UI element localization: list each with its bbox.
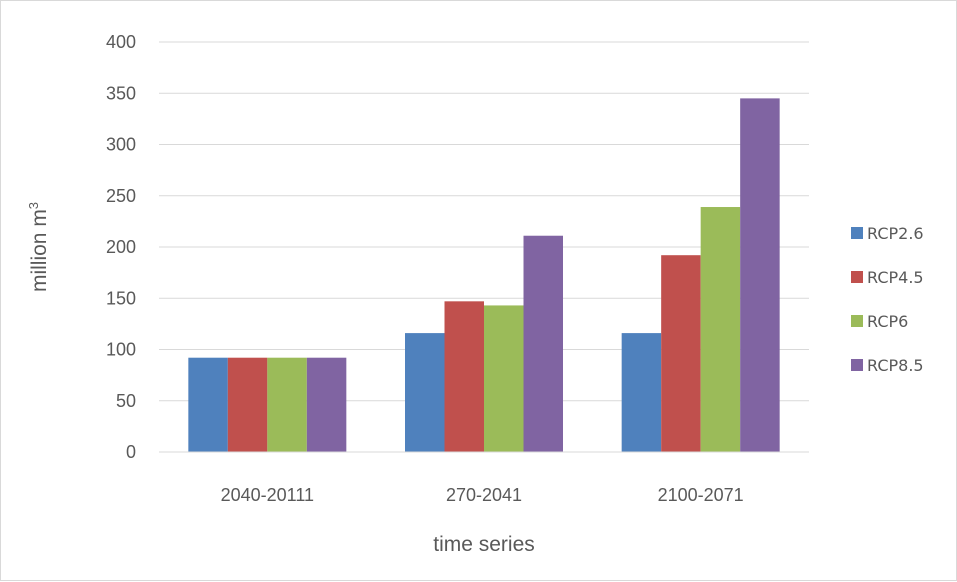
legend-label: RCP2.6 bbox=[867, 224, 924, 243]
y-tick-label: 350 bbox=[106, 83, 136, 103]
bar-rcp2-6-2 bbox=[621, 333, 662, 452]
y-tick-label: 100 bbox=[106, 340, 136, 360]
legend-item-rcp8-5: RCP8.5 bbox=[851, 356, 924, 375]
x-axis-title: time series bbox=[433, 533, 535, 556]
bar-rcp6-0 bbox=[267, 357, 307, 452]
x-tick-label: 2040-20111 bbox=[221, 485, 314, 505]
legend-swatch bbox=[851, 315, 863, 327]
bar-rcp2-6-0 bbox=[188, 357, 228, 452]
bar-rcp4-5-1 bbox=[444, 301, 484, 452]
bars bbox=[188, 98, 780, 452]
y-axis-title: million m3 bbox=[26, 202, 51, 292]
gridlines bbox=[159, 41, 809, 402]
y-tick-label: 50 bbox=[116, 391, 136, 411]
bar-rcp8-5-1 bbox=[523, 235, 563, 452]
y-axis-title-superscript: 3 bbox=[26, 202, 41, 209]
y-axis-title-text: million m bbox=[28, 209, 51, 292]
x-axis-tick-labels: 2040-20111 270-2041 2100-2071 bbox=[221, 485, 744, 505]
bar-rcp8-5-2 bbox=[740, 98, 780, 452]
y-tick-label: 400 bbox=[106, 32, 136, 52]
legend: RCP2.6 RCP4.5 RCP6 RCP8.5 bbox=[851, 224, 924, 375]
legend-item-rcp4-5: RCP4.5 bbox=[851, 268, 924, 287]
y-tick-label: 300 bbox=[106, 135, 136, 155]
bar-rcp4-5-0 bbox=[227, 357, 268, 452]
x-tick-label: 2100-2071 bbox=[658, 485, 744, 505]
bar-rcp6-2 bbox=[700, 207, 741, 452]
legend-item-rcp6: RCP6 bbox=[851, 312, 908, 331]
x-tick-label: 270-2041 bbox=[446, 485, 522, 505]
y-axis-tick-labels: 0 50 100 150 200 250 300 350 400 bbox=[106, 32, 136, 462]
legend-swatch bbox=[851, 227, 863, 239]
bar-rcp8-5-0 bbox=[306, 357, 347, 452]
bar-rcp4-5-2 bbox=[661, 255, 701, 452]
y-tick-label: 250 bbox=[106, 186, 136, 206]
y-tick-label: 0 bbox=[126, 442, 136, 462]
bar-rcp2-6-1 bbox=[405, 333, 445, 452]
legend-swatch bbox=[851, 359, 863, 371]
y-tick-label: 200 bbox=[106, 237, 136, 257]
bar-rcp6-1 bbox=[484, 305, 524, 452]
legend-swatch bbox=[851, 271, 863, 283]
legend-label: RCP4.5 bbox=[867, 268, 924, 287]
y-tick-label: 150 bbox=[106, 288, 136, 308]
legend-item-rcp2-6: RCP2.6 bbox=[851, 224, 924, 243]
legend-label: RCP6 bbox=[867, 312, 908, 331]
legend-label: RCP8.5 bbox=[867, 356, 924, 375]
